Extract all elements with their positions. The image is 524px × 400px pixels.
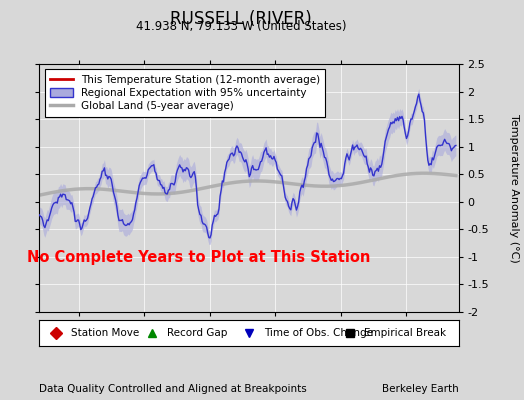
Text: Empirical Break: Empirical Break	[364, 328, 446, 338]
Y-axis label: Temperature Anomaly (°C): Temperature Anomaly (°C)	[509, 114, 519, 262]
Text: Data Quality Controlled and Aligned at Breakpoints: Data Quality Controlled and Aligned at B…	[39, 384, 307, 394]
Text: Time of Obs. Change: Time of Obs. Change	[264, 328, 373, 338]
Text: Station Move: Station Move	[71, 328, 139, 338]
Text: No Complete Years to Plot at This Station: No Complete Years to Plot at This Statio…	[27, 250, 370, 265]
Text: 41.938 N, 79.133 W (United States): 41.938 N, 79.133 W (United States)	[136, 20, 346, 33]
Legend: This Temperature Station (12-month average), Regional Expectation with 95% uncer: This Temperature Station (12-month avera…	[45, 69, 325, 116]
Text: RUSSELL (RIVER): RUSSELL (RIVER)	[170, 10, 312, 28]
Text: Record Gap: Record Gap	[167, 328, 227, 338]
Text: Berkeley Earth: Berkeley Earth	[382, 384, 458, 394]
